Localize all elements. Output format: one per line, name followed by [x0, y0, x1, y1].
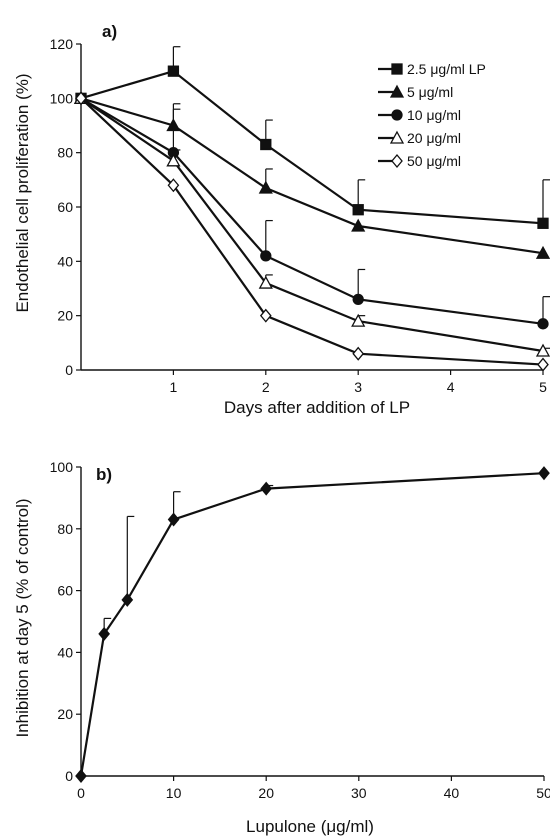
panel-a-y-tick-label: 100 [50, 90, 74, 106]
panel-a-data-point [260, 138, 272, 151]
panel-a-series-line [80, 97, 544, 353]
panel-a-data-point [537, 357, 549, 372]
panel-a-y-tick-label: 40 [57, 253, 73, 269]
panel-a-data-point [352, 346, 365, 361]
panel-b-x-tick-label: 40 [444, 785, 460, 801]
panel-b-x-tick-label: 0 [77, 785, 85, 801]
legend-marker [391, 109, 403, 121]
panel-b-x-tick-label: 10 [166, 785, 182, 801]
panel-a-label: a) [102, 22, 117, 41]
panel-b-series-1 [75, 466, 550, 784]
panel-a-y-axis-label: Endothelial cell proliferation (%) [13, 73, 32, 312]
panel-a-data-point [258, 275, 273, 289]
panel-a-data-point [351, 218, 366, 232]
panel-a-x-tick-label: 5 [539, 379, 547, 395]
panel-b-chart: b) Inhibition at day 5 (% of control) Lu… [13, 459, 550, 836]
panel-b-y-tick-label: 40 [57, 644, 73, 660]
panel-a-data-point [166, 153, 181, 167]
panel-a-data-point [537, 318, 549, 330]
panel-a-series-line [80, 69, 544, 225]
panel-a-series-5 [75, 91, 549, 372]
legend-marker [391, 63, 403, 75]
legend-label: 5 μg/ml [407, 84, 453, 100]
legend-label: 20 μg/ml [407, 130, 461, 146]
panel-b-x-axis-label: Lupulone (μg/ml) [246, 817, 374, 836]
panel-a-data-point [167, 178, 180, 193]
legend-marker [389, 84, 405, 98]
panel-b-series-line [79, 472, 545, 777]
panel-b-y-axis-label: Inhibition at day 5 (% of control) [13, 498, 32, 737]
panel-b-y-tick-label: 20 [57, 706, 73, 722]
panel-a-x-axis-label: Days after addition of LP [224, 398, 410, 417]
panel-b-x-tick-label: 50 [536, 785, 550, 801]
panel-b-label: b) [96, 465, 112, 484]
legend-item-2: 5 μg/ml [378, 84, 453, 100]
panel-a-series-line [80, 97, 544, 325]
legend-marker [389, 130, 405, 144]
legend-item-5: 50 μg/ml [378, 153, 461, 169]
panel-a-data-point [258, 180, 273, 194]
panel-a-data-point [259, 308, 272, 323]
panel-a-y-tick-label: 120 [50, 36, 74, 52]
panel-b-y-tick-label: 80 [57, 521, 73, 537]
panel-a-data-point [260, 250, 272, 262]
panel-a-x-tick-label: 2 [262, 379, 270, 395]
panel-a-series-4 [73, 90, 550, 357]
panel-a-data-point [535, 343, 550, 357]
legend-label: 10 μg/ml [407, 107, 461, 123]
panel-a-series-line [80, 97, 544, 255]
panel-b-data-point [98, 626, 110, 641]
panel-a-data-point [75, 91, 87, 106]
panel-a-x-tick-label: 4 [447, 379, 455, 395]
panel-b-data-point [167, 512, 180, 527]
legend-marker [391, 153, 403, 169]
panel-b-y-tick-label: 60 [57, 583, 73, 599]
panel-a-data-point [535, 245, 550, 259]
panel-a-data-point [167, 65, 180, 77]
panel-b-y-tick-label: 100 [50, 459, 74, 475]
panel-a-data-point [537, 217, 549, 229]
panel-b-data-point [75, 768, 87, 784]
legend-item-4: 20 μg/ml [378, 130, 461, 146]
legend-item-1: 2.5 μg/ml LP [378, 61, 486, 77]
panel-a-chart: a) Endothelial cell proliferation (%) Da… [13, 22, 550, 417]
panel-b-y-tick-label: 0 [65, 768, 73, 784]
panel-a-series-2 [73, 90, 550, 259]
panel-a-data-point [351, 313, 366, 327]
panel-a-y-tick-label: 20 [57, 308, 73, 324]
panel-a-y-tick-label: 80 [57, 145, 73, 161]
legend-label: 2.5 μg/ml LP [407, 61, 486, 77]
panel-a-y-tick-label: 60 [57, 199, 73, 215]
legend-item-3: 10 μg/ml [378, 107, 461, 123]
panel-a-x-tick-label: 3 [354, 379, 362, 395]
panel-b-x-tick-label: 20 [258, 785, 274, 801]
panel-b-data-point [260, 481, 273, 496]
panel-a-data-point [352, 293, 364, 306]
panel-a-data-point [352, 204, 364, 216]
panel-a-y-tick-label: 0 [65, 362, 73, 378]
panel-b-data-point [121, 592, 134, 607]
panel-a-series-3 [75, 92, 550, 330]
panel-b-x-tick-label: 30 [351, 785, 367, 801]
panel-a-legend: 2.5 μg/ml LP 5 μg/ml 10 μg/ml 20 μg/ml 50 μg… [378, 61, 486, 169]
legend-label: 50 μg/ml [407, 153, 461, 169]
panel-a-x-tick-label: 1 [170, 379, 178, 395]
panel-b-data-point [538, 466, 550, 481]
